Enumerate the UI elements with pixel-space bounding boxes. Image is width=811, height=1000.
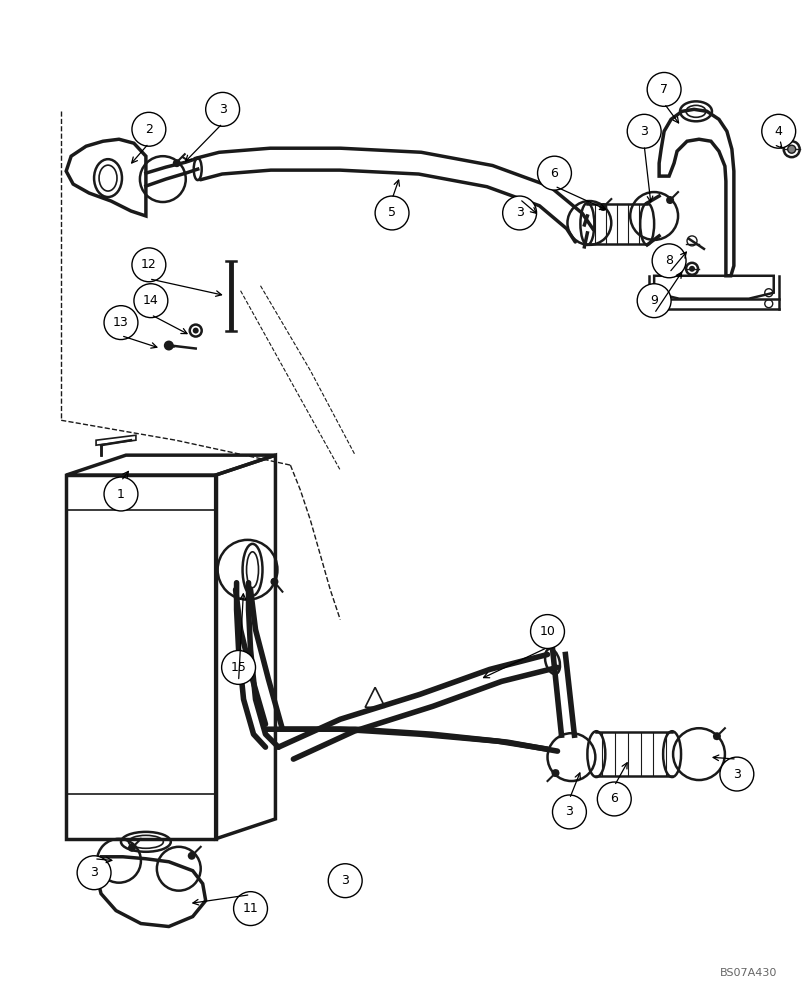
Text: 3: 3: [90, 866, 98, 879]
Circle shape: [270, 578, 278, 586]
Circle shape: [637, 284, 670, 318]
Text: 5: 5: [388, 206, 396, 219]
Text: 7: 7: [659, 83, 667, 96]
Circle shape: [205, 92, 239, 126]
Text: 3: 3: [564, 805, 573, 818]
Circle shape: [173, 159, 181, 167]
Text: 13: 13: [113, 316, 129, 329]
Text: 9: 9: [650, 294, 657, 307]
Circle shape: [626, 114, 660, 148]
Text: 3: 3: [218, 103, 226, 116]
Circle shape: [187, 852, 195, 860]
Circle shape: [761, 114, 795, 148]
Text: 11: 11: [242, 902, 258, 915]
Circle shape: [787, 145, 795, 153]
Circle shape: [134, 284, 168, 318]
Circle shape: [651, 244, 685, 278]
Text: 10: 10: [539, 625, 555, 638]
Circle shape: [164, 341, 174, 351]
Text: 3: 3: [341, 874, 349, 887]
Circle shape: [646, 72, 680, 106]
Circle shape: [104, 477, 138, 511]
Circle shape: [551, 769, 559, 777]
Text: 3: 3: [639, 125, 647, 138]
Circle shape: [192, 328, 199, 334]
Text: 3: 3: [515, 206, 523, 219]
Circle shape: [597, 782, 630, 816]
Text: BS07A430: BS07A430: [719, 968, 777, 978]
Text: 1: 1: [117, 488, 125, 501]
Circle shape: [131, 112, 165, 146]
Text: 2: 2: [145, 123, 152, 136]
Circle shape: [689, 266, 694, 272]
Text: 15: 15: [230, 661, 247, 674]
Circle shape: [234, 892, 267, 926]
Text: 6: 6: [610, 792, 617, 805]
Circle shape: [128, 844, 135, 852]
Circle shape: [375, 196, 409, 230]
Circle shape: [328, 864, 362, 898]
Text: 6: 6: [550, 167, 558, 180]
Text: 3: 3: [732, 768, 740, 781]
Circle shape: [77, 856, 111, 890]
Text: 4: 4: [774, 125, 782, 138]
Circle shape: [221, 650, 255, 684]
Circle shape: [712, 732, 720, 740]
Circle shape: [530, 615, 564, 648]
Circle shape: [104, 306, 138, 340]
Circle shape: [599, 203, 607, 211]
Text: 8: 8: [664, 254, 672, 267]
Circle shape: [551, 795, 586, 829]
Text: 12: 12: [141, 258, 157, 271]
Circle shape: [131, 248, 165, 282]
Circle shape: [502, 196, 536, 230]
Text: 14: 14: [143, 294, 159, 307]
Circle shape: [719, 757, 753, 791]
Circle shape: [665, 196, 673, 204]
Circle shape: [537, 156, 571, 190]
